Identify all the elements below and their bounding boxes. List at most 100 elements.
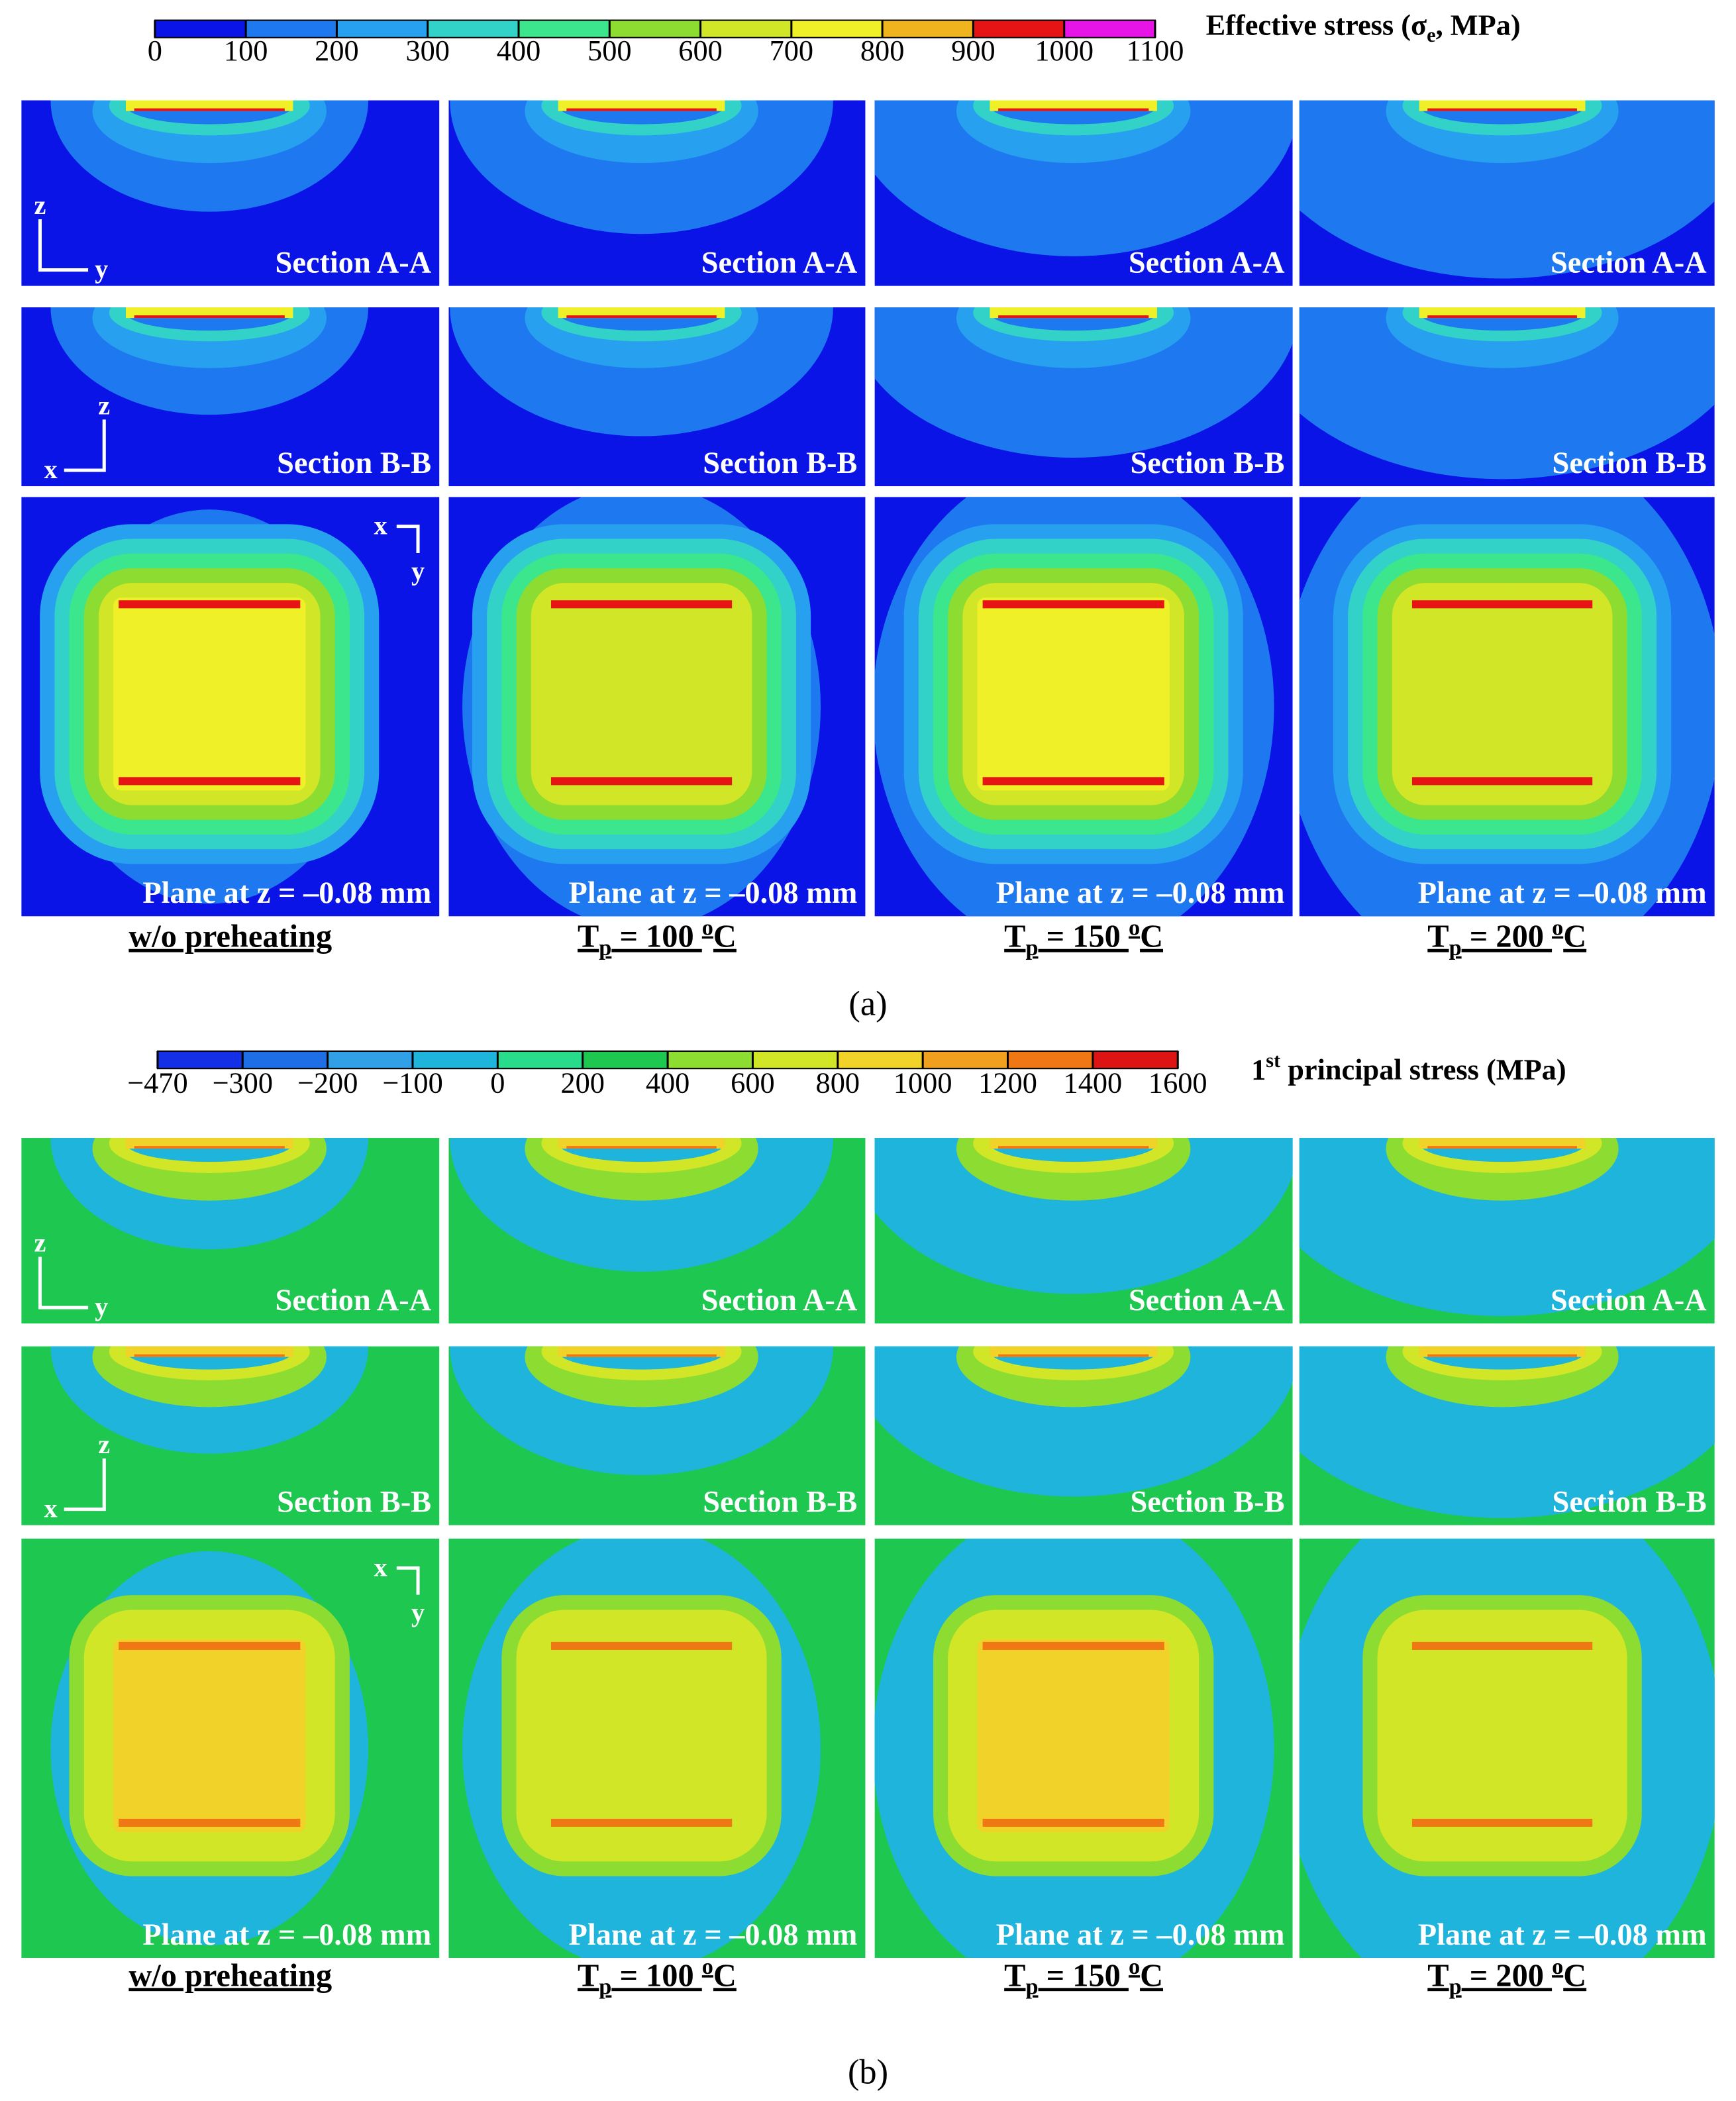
cell-label: Section A-A [701,246,858,280]
axis-label: y [411,1598,425,1627]
deposit [126,1346,293,1357]
cell-label: Plane at z = –0.08 mm [569,876,858,910]
stress-hot [550,1641,733,1650]
column-sub: p [1025,1974,1038,1999]
caption: (a) [848,985,887,1023]
colorbar-tick-label: 600 [731,1066,775,1100]
contour-cell [448,307,866,487]
axis-label: x [44,454,58,484]
label-text: 1 [1251,1052,1266,1086]
colorbar-tick-label: 0 [148,34,162,67]
cell-label: Section B-B [1553,446,1707,480]
stress-hot [982,600,1164,609]
colorbar-segment [973,20,1065,38]
axis-label: x [374,511,387,540]
axis-arrow [396,1566,420,1595]
colorbar-segment [242,1051,329,1069]
deposit [1419,1346,1586,1357]
cell-label: Section B-B [1130,1486,1284,1519]
colorbar-tick-label: −100 [382,1066,443,1100]
cell-label: Plane at z = –0.08 mm [142,876,431,910]
colorbar-segment [837,1051,923,1069]
column-sup: o [1129,915,1140,941]
axis-label: y [95,1292,108,1321]
colorbar-tick-label: 1100 [1126,34,1184,67]
contour-cell [874,307,1293,487]
column-text: w/o preheating [128,1958,332,1993]
colorbar-tick-label: 200 [560,1066,605,1100]
stress-core [545,597,738,791]
column-sub: p [599,935,611,960]
axis-arrow [38,1256,89,1309]
column-text: T [1004,1958,1025,1993]
colorbar-tick-label: −300 [213,1066,274,1100]
cell-label: Plane at z = –0.08 mm [996,876,1285,910]
deposit [558,1346,725,1357]
deposit [558,1138,725,1149]
colorbar-segment [154,20,246,38]
deposit-hot [1427,1146,1577,1149]
stress-core [1406,1639,1598,1833]
deposit-hot [134,1354,285,1357]
cell-label: Section B-B [277,1486,431,1519]
contour-cell [1299,307,1715,487]
column-label: Tp = 150 oC [1004,915,1163,960]
contour-cell [874,1346,1293,1525]
column-text: T [578,1958,599,1993]
colorbar-segment [752,1051,839,1069]
deposit-hot [1427,1354,1577,1357]
colorbar-segment [427,20,519,38]
cell-label: Section A-A [1129,246,1285,280]
contour-cell [1299,1346,1715,1525]
stress-core [977,1639,1170,1833]
stress-hot [1411,1818,1593,1827]
colorbar-tick-label: 400 [646,1066,690,1100]
deposit-hot [134,108,285,111]
column-text: T [1427,1958,1449,1993]
column-unit: C [713,919,737,954]
deposit-hot [134,1146,285,1149]
cell-label: Section A-A [1551,1284,1707,1317]
colorbar-tick-label: 1400 [1064,1066,1123,1100]
stress-core [977,597,1170,791]
colorbar-segment [1092,1051,1178,1069]
colorbar-segment [497,1051,584,1069]
column-sub: p [599,1974,611,1999]
axis-label: x [44,1494,58,1523]
deposit-hot [1427,315,1577,319]
contour-cell [21,1538,440,1958]
column-label: Tp = 200 oC [1427,915,1586,960]
contour-cell [874,1138,1293,1324]
stress-hot [1411,777,1593,786]
axis-arrow [396,525,420,553]
colorbar-segment [668,1051,754,1069]
colorbar-tick-label: 1000 [1035,34,1094,67]
colorbar-tick-label: 1200 [978,1066,1037,1100]
column-value: = 200 [1462,1958,1552,1993]
colorbar-tick-label: 600 [678,34,723,67]
label-sup: st [1266,1049,1280,1072]
colorbar-tick-label: 700 [770,34,814,67]
column-sub: p [1025,935,1038,960]
column-sub: p [1449,1974,1462,1999]
stress-hot [119,1641,301,1650]
colorbar-segment [157,1051,243,1069]
cell-label: Plane at z = –0.08 mm [142,1918,431,1952]
colorbar-segment [519,20,610,38]
stress-zone [1299,1346,1715,1518]
column-label: Tp = 100 oC [578,1954,737,1999]
cell-label: Plane at z = –0.08 mm [569,1918,858,1952]
stress-core [1406,597,1598,791]
column-label: Tp = 200 oC [1427,1954,1586,1999]
deposit-hot [998,315,1149,319]
contour-cell [21,100,440,286]
contour-cell [874,497,1293,917]
cell-label: Section B-B [703,446,857,480]
stress-hot [982,777,1164,786]
deposit-hot [566,1146,717,1149]
stress-hot [550,777,733,786]
axis-arrow [38,219,89,272]
colorbar-tick-label: −200 [297,1066,358,1100]
contour-cell [21,307,440,487]
colorbar-tick-label: 200 [315,34,359,67]
